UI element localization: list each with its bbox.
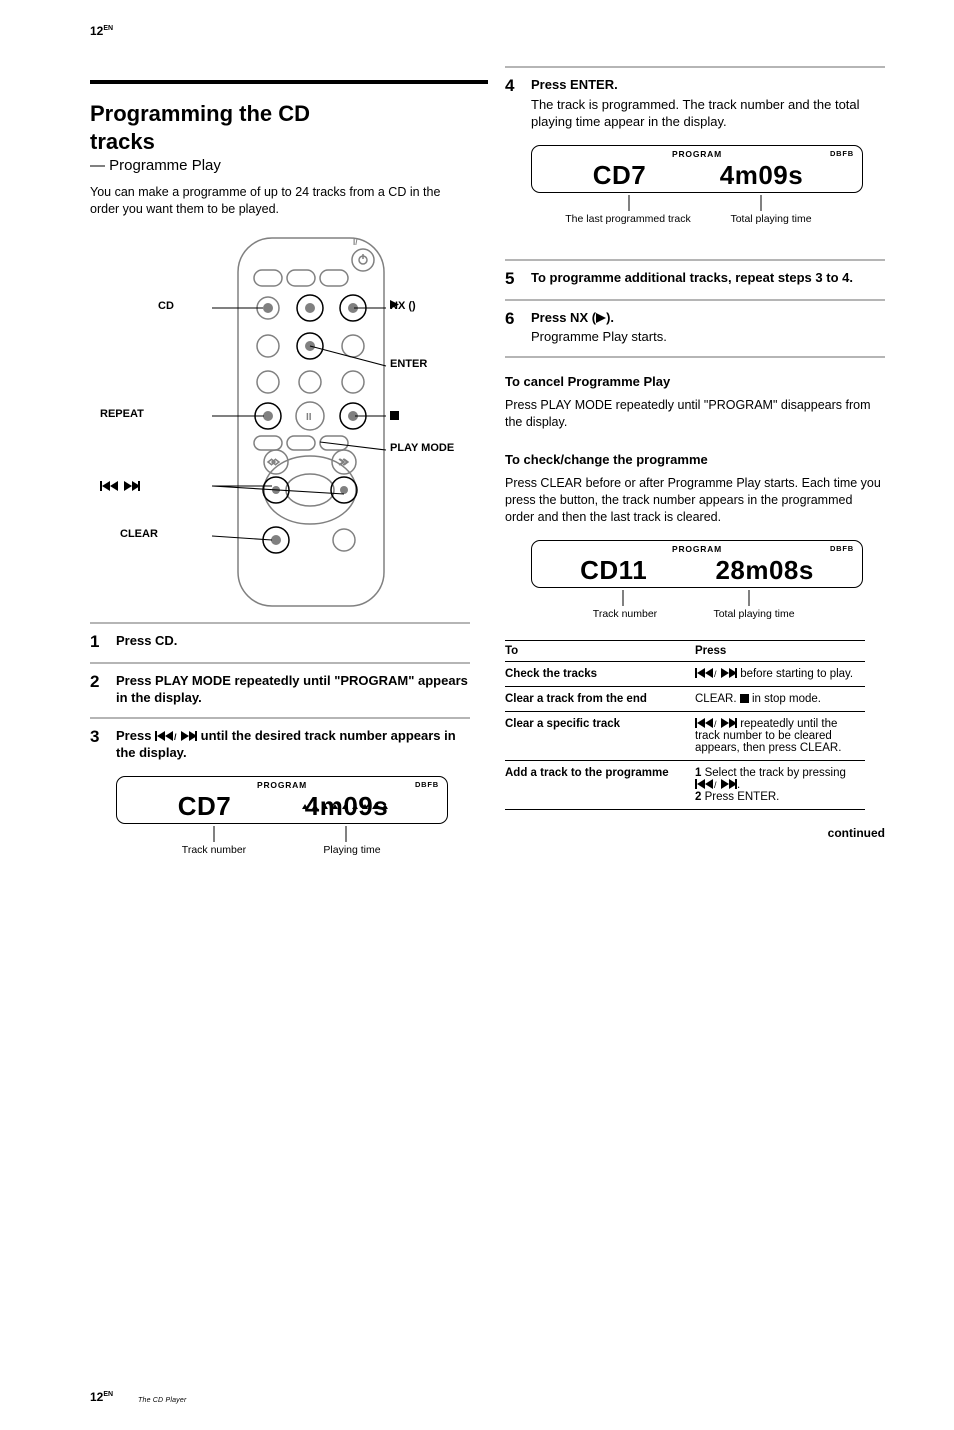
- lcd-display-2: PROGRAMDBFB CD7 4m09s: [531, 145, 863, 193]
- stop-icon: [740, 694, 749, 703]
- divider: [505, 66, 885, 68]
- divider: [90, 622, 470, 624]
- step-5: 5 To programme additional tracks, repeat…: [505, 269, 885, 289]
- step-2: 2 Press PLAY MODE repeatedly until "PROG…: [90, 672, 470, 707]
- check-text: Press CLEAR before or after Programme Pl…: [505, 475, 885, 526]
- divider: [90, 717, 470, 719]
- label-play: NX (): [390, 300, 416, 312]
- page-number-bottom: 12EN: [90, 1390, 113, 1404]
- svg-text:I/: I/: [353, 238, 358, 247]
- step-4: 4 Press ENTER. The track is programmed. …: [505, 76, 885, 131]
- divider: [505, 259, 885, 261]
- page-number-top: 12EN: [90, 24, 113, 38]
- label-cd: CD: [158, 300, 174, 312]
- lcd2-callouts: The last programmed track Total playing …: [531, 195, 863, 241]
- step-6: 6 Press NX (). Programme Play starts.: [505, 309, 885, 346]
- continued-label: continued: [505, 826, 885, 840]
- table-row: Clear a specific track / repeatedly unti…: [505, 712, 865, 761]
- table-row: Clear a track from the end CLEAR. in sto…: [505, 687, 865, 712]
- table-header: To Press: [505, 641, 865, 662]
- page-title: Programming the CD tracks — Programme Pl…: [90, 100, 470, 176]
- lcd3-callouts: Track number Total playing time: [531, 590, 863, 636]
- step-1: 1 Press CD.: [90, 632, 470, 652]
- lcd-display-1: PROGRAMDBFB CD7 4m09s: [116, 776, 448, 824]
- prev-next-icon: /: [695, 779, 737, 790]
- table-row: Check the tracks / before starting to pl…: [505, 662, 865, 687]
- right-column: 4 Press ENTER. The track is programmed. …: [505, 56, 885, 840]
- divider: [90, 662, 470, 664]
- svg-text:II: II: [306, 412, 312, 423]
- divider: [505, 299, 885, 301]
- svg-text:/: /: [714, 669, 717, 679]
- play-icon: [596, 313, 606, 323]
- check-heading: To check/change the programme: [505, 452, 885, 467]
- step-3: 3 Press / until the desired track number…: [90, 727, 470, 762]
- label-playmode: PLAY MODE: [390, 442, 454, 454]
- svg-text:/: /: [714, 780, 717, 790]
- table-row: Add a track to the programme 1 Select th…: [505, 761, 865, 810]
- remote-illustration: I/ II: [90, 230, 470, 612]
- svg-text:/: /: [714, 719, 717, 729]
- svg-text:/: /: [174, 732, 177, 742]
- label-repeat: REPEAT: [100, 408, 144, 420]
- footer-chapter: The CD Player: [138, 1397, 187, 1404]
- prev-next-icon: /: [695, 668, 737, 679]
- prev-next-icon: /: [155, 730, 197, 742]
- cancel-text: Press PLAY MODE repeatedly until "PROGRA…: [505, 397, 885, 431]
- label-enter: ENTER: [390, 358, 427, 370]
- prev-next-icon: /: [695, 718, 737, 729]
- lcd1-callouts: Track number Playing time: [116, 826, 448, 872]
- label-clear: CLEAR: [120, 528, 158, 540]
- left-column: Programming the CD tracks — Programme Pl…: [90, 90, 470, 872]
- action-table: To Press Check the tracks / before start…: [505, 640, 865, 810]
- lcd-display-3: PROGRAMDBFB CD11 28m08s: [531, 540, 863, 588]
- cancel-heading: To cancel Programme Play: [505, 374, 885, 389]
- intro-text: You can make a programme of up to 24 tra…: [90, 184, 470, 218]
- header-rule: [90, 80, 488, 84]
- divider: [505, 356, 885, 358]
